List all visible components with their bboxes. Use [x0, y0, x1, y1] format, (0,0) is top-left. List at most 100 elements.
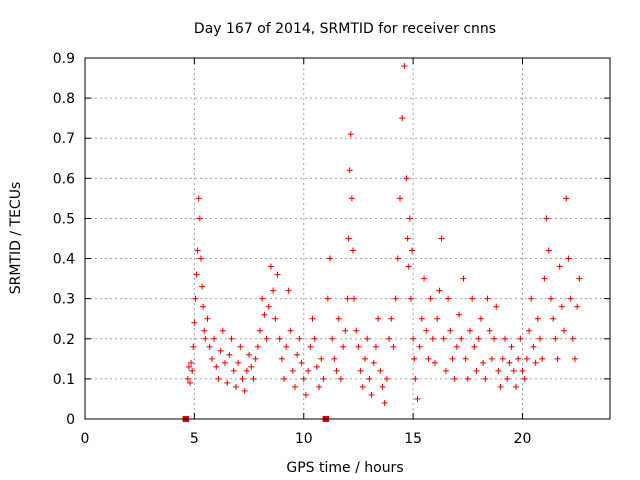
data-point — [432, 359, 438, 366]
data-point — [451, 375, 458, 382]
data-point — [469, 295, 476, 302]
chart-title: Day 167 of 2014, SRMTID for receiver cnn… — [194, 21, 496, 37]
plot-frame — [84, 57, 611, 420]
data-point — [565, 255, 572, 262]
data-point — [423, 327, 430, 334]
data-point — [530, 343, 537, 350]
data-point — [202, 335, 209, 342]
data-point — [187, 379, 193, 386]
data-point — [340, 343, 347, 350]
data-point — [217, 347, 224, 354]
data-point — [453, 343, 460, 350]
x-tick-label: 5 — [190, 431, 199, 447]
data-point — [502, 335, 508, 342]
data-point — [416, 343, 423, 350]
data-point — [427, 295, 434, 302]
data-point — [357, 367, 364, 374]
data-point — [407, 295, 414, 302]
y-tick-label: 0.8 — [53, 91, 75, 107]
data-point — [239, 375, 246, 382]
data-point — [411, 355, 418, 362]
data-point — [351, 295, 358, 302]
y-tick-label: 0.5 — [53, 211, 75, 227]
data-point — [235, 359, 242, 366]
x-tick-label: 10 — [295, 431, 313, 447]
data-point — [185, 363, 192, 370]
data-point — [438, 235, 445, 242]
data-point — [189, 367, 196, 374]
data-point — [545, 247, 552, 254]
data-point — [283, 343, 290, 350]
data-point — [246, 351, 253, 358]
data-point — [272, 315, 279, 322]
data-point — [537, 335, 543, 342]
data-point — [193, 271, 200, 278]
data-point — [541, 275, 548, 282]
data-point — [349, 247, 356, 254]
data-point — [510, 367, 517, 374]
data-point — [208, 355, 215, 362]
data-point — [436, 287, 443, 294]
data-point — [195, 195, 202, 202]
data-point — [399, 115, 406, 122]
data-point — [278, 355, 285, 362]
data-point — [390, 343, 397, 350]
data-point — [228, 335, 235, 342]
data-point — [190, 343, 197, 350]
data-point — [254, 343, 261, 350]
data-point — [517, 335, 524, 342]
data-point — [370, 359, 377, 366]
data-point — [285, 287, 292, 294]
data-point — [475, 335, 482, 342]
data-point — [232, 383, 239, 390]
y-tick-label: 0.1 — [53, 372, 75, 388]
data-point — [477, 315, 484, 322]
data-point — [434, 315, 441, 322]
data-point — [243, 367, 250, 374]
data-point — [263, 335, 270, 342]
data-point — [567, 295, 574, 302]
data-point — [467, 327, 473, 334]
data-point — [456, 311, 463, 318]
data-point — [364, 335, 371, 342]
data-point — [296, 335, 303, 342]
data-point — [206, 343, 213, 350]
data-point — [543, 215, 550, 222]
data-point — [194, 247, 201, 254]
data-point — [392, 295, 399, 302]
data-point — [342, 327, 349, 334]
data-point — [211, 335, 218, 342]
data-point — [199, 283, 206, 290]
data-point — [267, 263, 274, 270]
data-point — [237, 343, 244, 350]
x-axis-label: GPS time / hours — [286, 460, 403, 476]
data-point — [226, 351, 233, 358]
data-point — [320, 375, 327, 382]
data-point — [274, 271, 281, 278]
data-point — [445, 295, 452, 302]
data-point — [480, 359, 487, 366]
data-point — [539, 355, 546, 362]
data-point — [504, 375, 511, 382]
data-point — [495, 367, 502, 374]
data-point — [440, 335, 447, 342]
y-tick-label: 0.3 — [53, 292, 75, 308]
data-point — [347, 131, 354, 138]
data-point — [381, 399, 388, 406]
data-point — [512, 383, 519, 390]
data-point — [528, 295, 535, 302]
data-point — [521, 375, 528, 382]
data-point — [388, 315, 395, 322]
data-point — [252, 355, 259, 362]
data-point — [355, 343, 362, 350]
data-point — [309, 315, 316, 322]
data-point — [204, 315, 211, 322]
data-point — [281, 375, 288, 382]
data-point — [563, 195, 570, 202]
y-tick-label: 0.4 — [53, 252, 75, 268]
y-tick-label: 0.2 — [53, 332, 75, 348]
data-point — [276, 335, 283, 342]
data-point — [302, 391, 309, 398]
data-point — [248, 363, 255, 370]
